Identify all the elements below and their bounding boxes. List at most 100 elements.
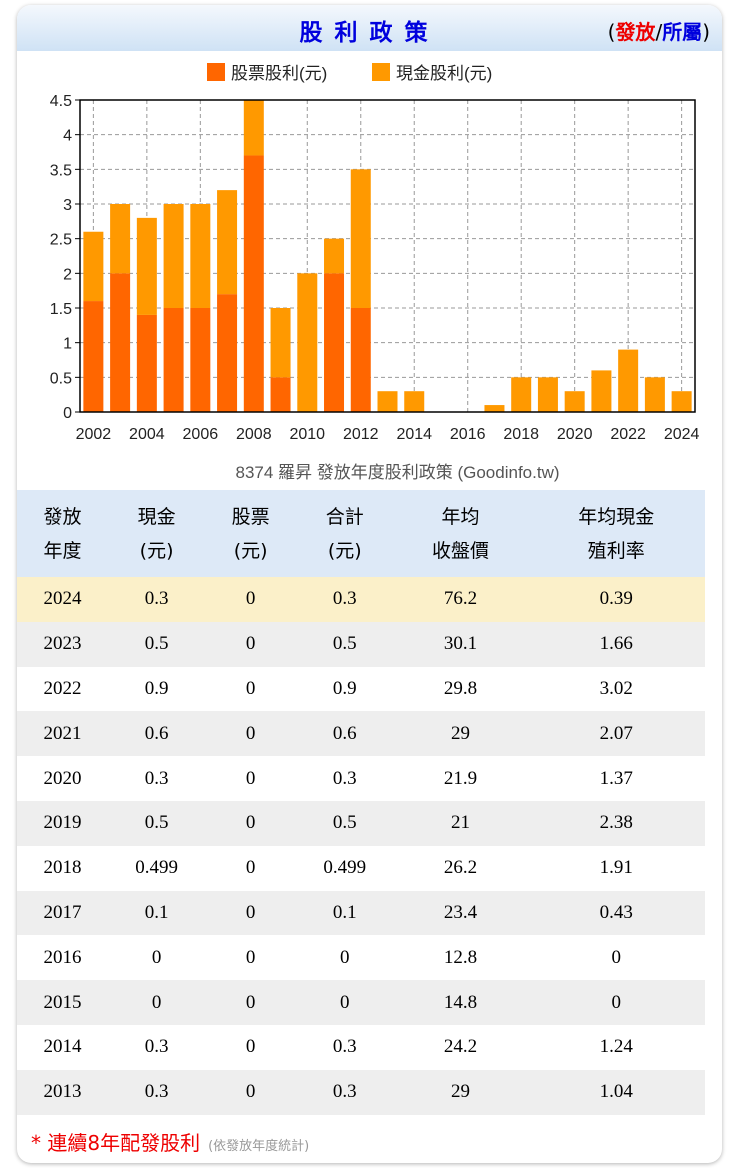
y-tick-label: 0.5 xyxy=(50,370,72,387)
table-cell: 30.1 xyxy=(393,621,528,667)
bar-2013-cash xyxy=(377,391,398,412)
table-cell: 12.8 xyxy=(443,946,478,968)
x-tick-label: 2004 xyxy=(129,426,165,443)
table-cell: 26.2 xyxy=(443,857,478,879)
y-tick-label: 2.5 xyxy=(50,232,72,249)
table-cell: 2019 xyxy=(17,800,108,846)
column-header-line: (元) xyxy=(327,539,362,562)
card-title: 股利政策 xyxy=(299,20,440,46)
separator: / xyxy=(655,20,663,44)
bar-2021-cash xyxy=(591,370,612,412)
bar-2022-cash xyxy=(618,349,639,412)
bar-2003-stock xyxy=(110,273,131,412)
table-row: 2013 0.3 0 0.3 29 1.04 xyxy=(17,1069,705,1115)
bar-2009-cash xyxy=(270,308,291,378)
bar-2003-cash xyxy=(110,204,131,274)
table-cell: 0 xyxy=(340,946,350,968)
bar-2006-stock xyxy=(190,308,211,412)
table-cell: 21 xyxy=(393,800,528,846)
bar-2007-cash xyxy=(217,190,238,295)
table-cell: 0 xyxy=(245,857,256,879)
bar-2004-cash xyxy=(136,217,157,315)
table-cell: 0.3 xyxy=(332,1036,357,1058)
chart-caption: 8374 羅昇 發放年度股利政策 (Goodinfo.tw) xyxy=(235,463,559,482)
table-cell: 0.5 xyxy=(107,621,206,667)
table-cell: 0.3 xyxy=(296,577,394,622)
table-cell: 0.3 xyxy=(332,767,357,789)
y-tick-label: 4.5 xyxy=(50,93,72,110)
table-row: 2024 0.3 0 0.3 76.2 0.39 xyxy=(17,577,705,622)
table-cell: 2018 xyxy=(43,857,82,879)
table-row: 2020 0.3 0 0.3 21.9 1.37 xyxy=(17,756,705,801)
table-cell: 0.3 xyxy=(144,1036,169,1058)
bar-2008-stock xyxy=(243,155,264,412)
legend-swatch xyxy=(372,63,390,81)
table-cell: 29 xyxy=(393,711,528,757)
column-header-line: 合計 xyxy=(325,505,364,528)
table-cell: 29.8 xyxy=(443,677,478,699)
table-cell: 1.24 xyxy=(599,1036,633,1058)
bar-2007-stock xyxy=(217,294,238,412)
bar-2012-cash xyxy=(350,169,371,308)
bar-2002-cash xyxy=(83,231,104,302)
bar-2019-cash xyxy=(537,377,558,412)
table-header-row: 發放 年度 現金 (元) 股票 (元) 合計 (元) 年均 收盤價 年均現金 殖利率 xyxy=(17,490,705,577)
belong-year-link[interactable]: 所屬 xyxy=(662,20,703,44)
table-cell: 0 xyxy=(527,980,705,1025)
bar-2024-cash xyxy=(671,391,692,412)
bar-2006-cash xyxy=(190,204,211,308)
card-header: 股利政策 (發放/所屬) xyxy=(17,5,722,51)
x-tick-label: 2018 xyxy=(503,426,539,443)
column-header-line: (元) xyxy=(233,539,268,562)
bar-2005-cash xyxy=(163,204,184,308)
table-cell: 0.9 xyxy=(144,677,169,699)
table-cell: 0.3 xyxy=(107,577,206,622)
table-cell: 2024 xyxy=(17,577,108,622)
column-header-line: 現金 xyxy=(137,505,176,528)
table-row: 2023 0.5 0 0.5 30.1 1.66 xyxy=(17,621,705,667)
table-cell: 0.3 xyxy=(107,1069,206,1115)
x-tick-label: 2006 xyxy=(183,426,219,443)
x-tick-label: 2014 xyxy=(396,426,432,443)
table-cell: 0 xyxy=(245,677,256,699)
bar-2009-stock xyxy=(270,377,291,412)
table-cell: 0 xyxy=(205,800,297,846)
table-cell: 2.07 xyxy=(527,711,705,757)
table-cell: 0 xyxy=(205,577,297,622)
table-cell: 0.5 xyxy=(296,621,394,667)
table-cell: 2013 xyxy=(17,1069,108,1115)
table-cell: 0 xyxy=(611,946,622,968)
y-tick-label: 3.5 xyxy=(50,162,72,179)
table-cell: 3.02 xyxy=(599,677,633,699)
x-tick-label: 2012 xyxy=(343,426,379,443)
bar-2023-cash xyxy=(644,377,665,412)
x-tick-label: 2022 xyxy=(610,426,646,443)
column-header: 發放 年度 xyxy=(17,490,108,577)
bar-2004-stock xyxy=(136,314,157,412)
table-cell: 0 xyxy=(205,1069,297,1115)
table-cell: 0 xyxy=(245,946,256,968)
y-tick-label: 2 xyxy=(63,266,72,283)
table-cell: 2015 xyxy=(17,980,108,1025)
dividend-chart: 股票股利(元) 現金股利(元) 0 0.5 1 1.5 2 2.5 3 3.5 4 4.5 2002 20… xyxy=(50,63,700,482)
legend-swatch xyxy=(207,63,225,81)
table-cell: 2014 xyxy=(43,1036,82,1058)
issue-year-link[interactable]: 發放 xyxy=(615,20,656,44)
x-tick-label: 2010 xyxy=(289,426,325,443)
bar-2018-cash xyxy=(511,377,532,412)
column-header-line: 年均 xyxy=(441,505,480,528)
table-row: 2021 0.6 0 0.6 29 2.07 xyxy=(17,711,705,757)
y-tick-label: 4 xyxy=(63,128,72,145)
bar-2011-cash xyxy=(324,238,345,274)
footer-hint: (依發放年度統計) xyxy=(208,1139,310,1154)
plot-frame xyxy=(79,99,696,413)
table-cell: 0.1 xyxy=(107,890,206,936)
footer-note: * 連續8年配發股利 (依發放年度統計) xyxy=(31,1127,309,1156)
x-tick-label: 2020 xyxy=(557,426,593,443)
column-header-line: (元) xyxy=(139,539,174,562)
column-header-line: 年均現金 xyxy=(578,505,655,528)
table-cell: 2022 xyxy=(43,677,82,699)
consecutive-dividend-note: * 連續8年配發股利 xyxy=(31,1131,201,1155)
bar-2012-stock xyxy=(350,308,371,412)
table-cell: 1.04 xyxy=(527,1069,705,1115)
